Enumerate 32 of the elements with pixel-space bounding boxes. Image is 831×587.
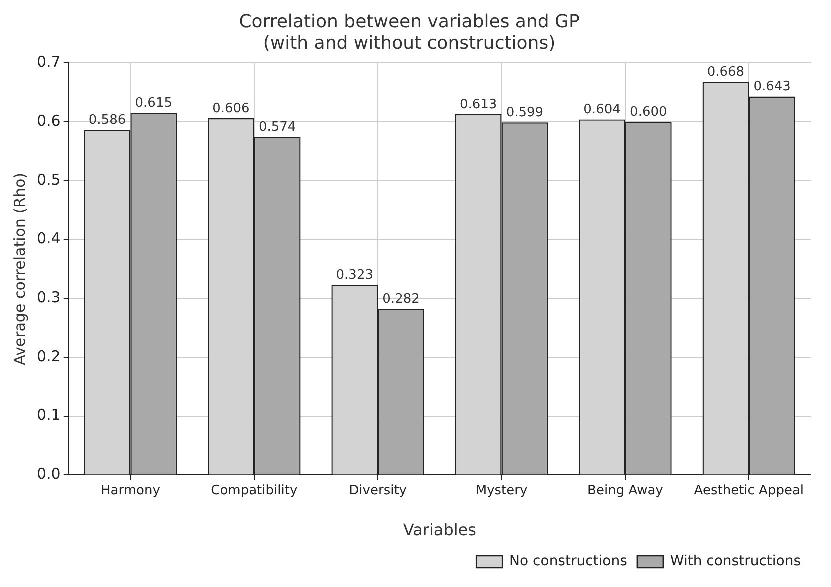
y-tick-label: 0.4: [36, 230, 61, 248]
x-axis-title: Variables: [403, 520, 476, 540]
data-label: 0.599: [506, 106, 544, 121]
y-tick-label: 0.1: [36, 406, 61, 424]
y-tick-label: 0.6: [36, 112, 61, 130]
y-tick-label: 0.0: [36, 465, 61, 484]
data-label: 0.323: [336, 268, 374, 283]
y-tick-label: 0.5: [36, 170, 61, 189]
data-label: 0.643: [754, 80, 791, 95]
data-label: 0.615: [135, 96, 172, 112]
x-tick-label: Compatibility: [211, 483, 298, 498]
y-axis-title: Average correlation (Rho): [10, 172, 29, 366]
legend-label: With constructions: [670, 554, 801, 570]
x-tick-label: Mystery: [476, 483, 528, 498]
data-label: 0.668: [707, 64, 745, 80]
x-tick-label: Harmony: [100, 483, 161, 498]
data-label: 0.282: [382, 292, 420, 308]
y-tick-label: 0.3: [36, 288, 61, 307]
data-label: 0.604: [584, 102, 621, 118]
data-label: 0.613: [460, 97, 498, 112]
x-tick-label: Diversity: [349, 483, 408, 498]
y-tick-label: 0.2: [36, 347, 61, 366]
chart-subtitle: (with and without constructions): [263, 33, 556, 54]
data-label: 0.574: [258, 120, 296, 136]
x-tick-label: Aesthetic Appeal: [694, 483, 804, 498]
x-tick-label: Being Away: [588, 483, 664, 498]
y-tick-label: 0.7: [36, 53, 61, 72]
data-label: 0.600: [630, 104, 668, 120]
data-label: 0.586: [88, 113, 126, 128]
data-label: 0.606: [212, 101, 250, 116]
chart-title: Correlation between variables and GP: [239, 11, 580, 32]
legend-label: No constructions: [510, 554, 628, 570]
